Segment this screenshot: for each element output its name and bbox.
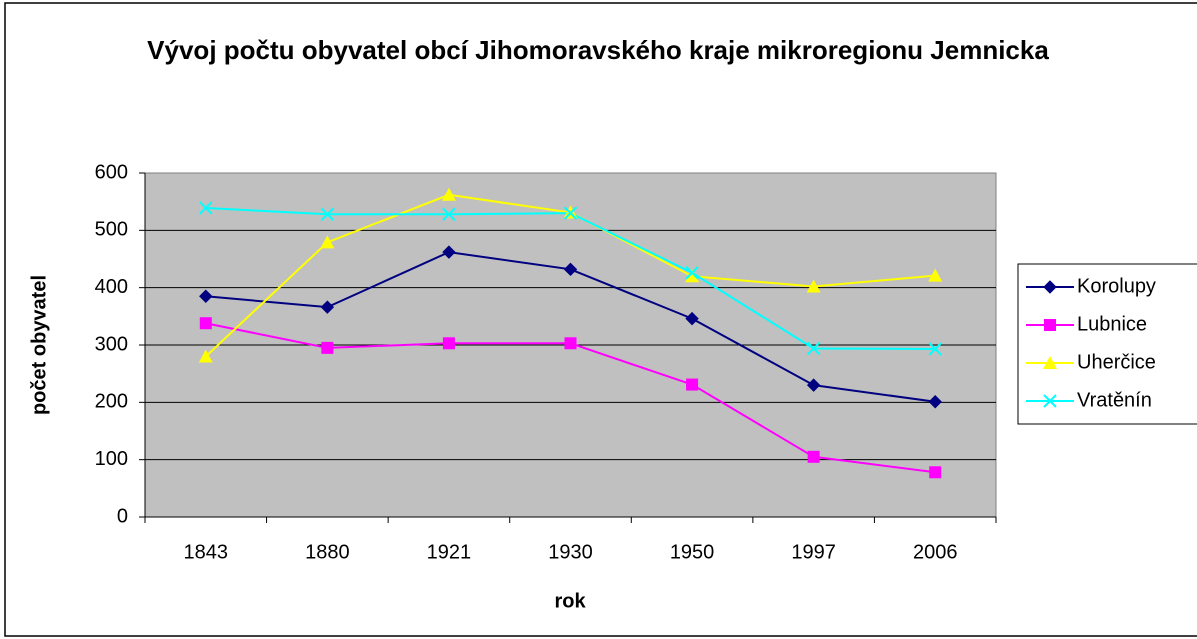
legend-label: Vratěnín: [1077, 389, 1152, 411]
legend-label: Uherčice: [1077, 351, 1156, 373]
marker: [928, 268, 943, 282]
y-tick-label: 0: [117, 505, 128, 527]
marker: [199, 289, 213, 303]
marker: [806, 341, 821, 356]
marker: [198, 349, 213, 363]
x-tick-label: 2006: [913, 541, 958, 563]
x-tick-label: 1921: [427, 541, 472, 563]
x-tick-label: 1997: [791, 541, 836, 563]
marker: [928, 395, 942, 409]
x-tick-label: 1843: [184, 541, 229, 563]
marker: [1043, 356, 1057, 369]
marker: [685, 269, 700, 283]
marker: [807, 450, 820, 463]
marker: [441, 187, 456, 201]
marker: [442, 245, 456, 259]
marker: [806, 279, 821, 293]
marker: [199, 317, 212, 330]
y-tick-label: 400: [95, 276, 128, 298]
x-axis-label: rok: [554, 590, 586, 612]
legend-label: Korolupy: [1077, 275, 1156, 297]
marker: [1044, 319, 1056, 331]
marker: [928, 342, 942, 356]
y-axis-label: počet obyvatel: [28, 275, 50, 415]
marker: [320, 235, 335, 249]
y-tick-label: 500: [95, 219, 128, 241]
marker: [1043, 394, 1057, 408]
marker: [563, 262, 578, 277]
marker: [686, 378, 699, 391]
marker: [442, 337, 455, 350]
marker: [320, 300, 335, 314]
marker: [1043, 280, 1057, 294]
x-tick-label: 1950: [670, 541, 715, 563]
y-tick-label: 100: [95, 448, 128, 470]
x-tick-label: 1930: [548, 541, 593, 563]
marker: [321, 341, 334, 354]
x-tick-label: 1880: [305, 541, 350, 563]
chart-title: Vývoj počtu obyvatel obcí Jihomoravského…: [147, 35, 1049, 65]
y-tick-label: 300: [95, 333, 128, 355]
marker: [442, 207, 456, 221]
marker: [563, 206, 578, 220]
marker: [929, 466, 942, 479]
marker: [564, 337, 577, 350]
legend-label: Lubnice: [1077, 313, 1147, 335]
marker: [806, 378, 821, 392]
y-tick-label: 200: [95, 391, 128, 413]
marker: [685, 266, 699, 280]
marker: [199, 201, 213, 215]
marker: [320, 207, 335, 221]
marker: [685, 311, 699, 326]
y-tick-label: 600: [95, 161, 128, 183]
